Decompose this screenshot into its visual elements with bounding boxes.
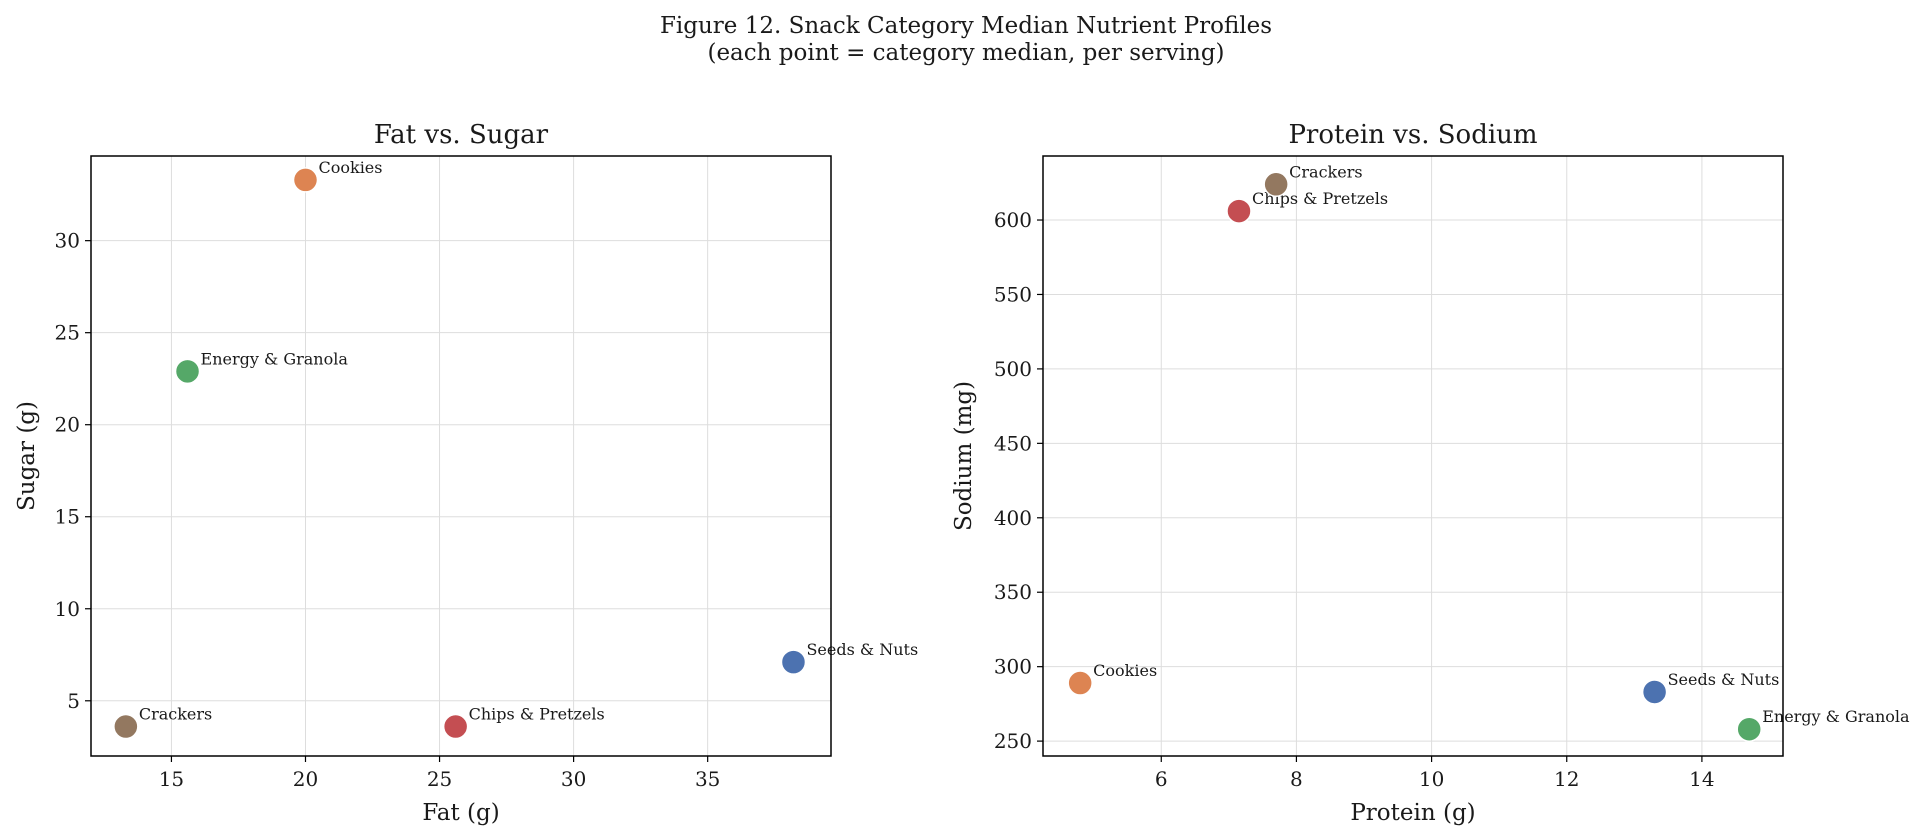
point-label-crackers: Crackers <box>139 705 212 724</box>
y-tick-label: 5 <box>67 689 80 713</box>
figure-suptitle-line2: (each point = category median, per servi… <box>707 40 1224 66</box>
point-label-chips-pretzels: Chips & Pretzels <box>469 705 605 724</box>
protein-vs-sodium-panel: Protein vs. Sodium Protein (g) Sodium (m… <box>951 120 1910 826</box>
y-tick-label: 400 <box>994 506 1032 530</box>
point-cookies <box>292 167 319 193</box>
point-chips-pretzels <box>442 713 469 740</box>
point-label-cookies: Cookies <box>1093 661 1157 680</box>
y-tick-label: 300 <box>994 655 1032 679</box>
x-tick-label: 25 <box>427 767 452 791</box>
x-tick-label: 14 <box>1689 767 1714 791</box>
panel-title: Fat vs. Sugar <box>374 120 549 150</box>
point-crackers <box>1263 171 1289 198</box>
y-tick-label: 25 <box>55 321 80 345</box>
point-seeds-nuts <box>1641 679 1668 705</box>
y-tick-label: 500 <box>994 357 1032 381</box>
x-axis-label: Fat (g) <box>422 800 499 826</box>
y-tick-label: 600 <box>994 208 1032 232</box>
x-tick-label: 6 <box>1155 767 1168 791</box>
y-axis-label: Sugar (g) <box>14 401 40 511</box>
y-tick-label: 350 <box>994 580 1032 604</box>
y-tick-label: 20 <box>55 413 80 437</box>
point-seeds-nuts <box>780 649 807 675</box>
figure-suptitle-line1: Figure 12. Snack Category Median Nutrien… <box>660 13 1272 39</box>
point-energy-granola <box>1736 716 1762 742</box>
x-tick-label: 8 <box>1290 767 1303 791</box>
point-cookies <box>1067 670 1093 696</box>
point-label-energy-granola: Energy & Granola <box>201 349 349 368</box>
axes-frame <box>1042 155 1784 757</box>
x-axis-label: Protein (g) <box>1350 800 1475 826</box>
x-tick-label: 12 <box>1554 767 1579 791</box>
y-tick-label: 450 <box>994 431 1032 455</box>
point-label-energy-granola: Energy & Granola <box>1762 707 1910 726</box>
x-tick-label: 20 <box>293 767 318 791</box>
x-tick-label: 30 <box>561 767 586 791</box>
point-label-crackers: Crackers <box>1289 162 1362 181</box>
x-tick-label: 10 <box>1419 767 1444 791</box>
y-tick-label: 30 <box>55 229 80 253</box>
point-label-seeds-nuts: Seeds & Nuts <box>806 640 918 659</box>
y-tick-label: 550 <box>994 282 1032 306</box>
x-tick-label: 35 <box>695 767 720 791</box>
point-label-chips-pretzels: Chips & Pretzels <box>1252 189 1388 208</box>
point-crackers <box>113 713 139 740</box>
y-tick-label: 250 <box>994 729 1032 753</box>
y-tick-label: 15 <box>55 505 80 529</box>
point-label-seeds-nuts: Seeds & Nuts <box>1668 670 1780 689</box>
plot-area: 6 8 10 12 14 250 300 350 400 450 500 550 600 Seeds & … <box>994 155 1910 791</box>
y-axis-label: Sodium (mg) <box>951 381 977 531</box>
y-tick-label: 10 <box>55 597 80 621</box>
point-label-cookies: Cookies <box>318 158 382 177</box>
point-chips-pretzels <box>1226 198 1252 224</box>
axes-frame <box>90 155 832 757</box>
fat-vs-sugar-panel: Fat vs. Sugar Fat (g) Sugar (g) 15 20 25 30… <box>14 120 918 826</box>
panel-title: Protein vs. Sodium <box>1288 120 1537 150</box>
plot-area: 15 20 25 30 35 5 10 15 20 25 30 Seeds & Nuts Cookies… <box>55 155 918 791</box>
x-tick-label: 15 <box>159 767 184 791</box>
point-energy-granola <box>174 358 201 385</box>
